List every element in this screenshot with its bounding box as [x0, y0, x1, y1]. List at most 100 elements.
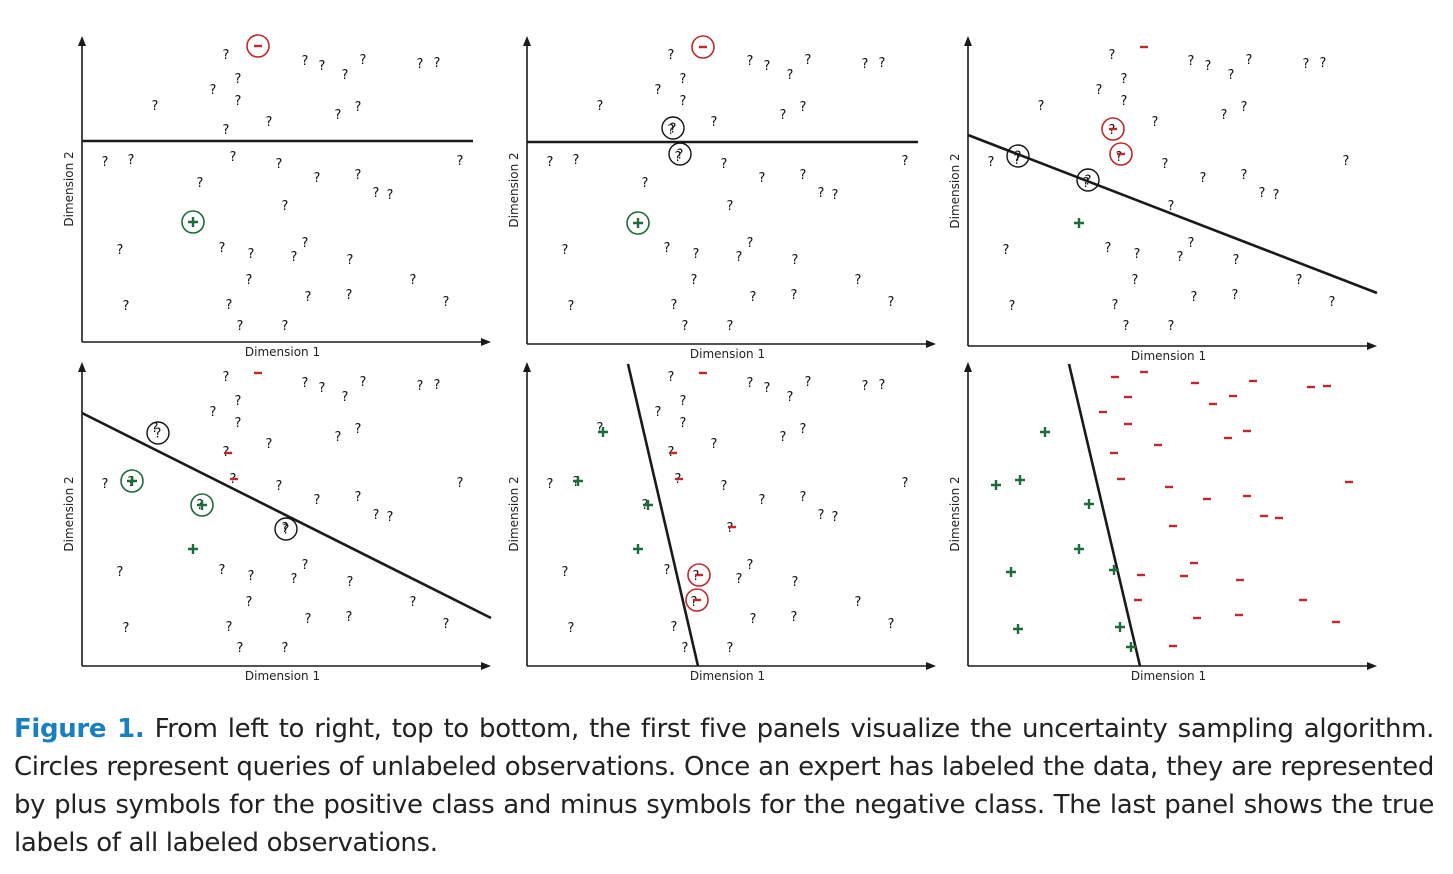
panel-2: Dimension 1 Dimension 2??????????????????…: [507, 35, 936, 361]
unlabeled-point: ?: [373, 186, 380, 201]
unlabeled-point: ?: [1329, 295, 1336, 310]
unlabeled-point: ?: [282, 641, 289, 656]
unlabeled-point: ?: [879, 378, 886, 393]
unlabeled-point: ?: [235, 416, 242, 431]
unlabeled-point: ?: [1083, 176, 1090, 191]
unlabeled-point: ?: [1320, 56, 1327, 71]
positive-point: [1040, 427, 1050, 437]
unlabeled-point: ?: [319, 59, 326, 74]
unlabeled-point: ?: [1200, 171, 1207, 186]
unlabeled-point: ?: [355, 168, 362, 183]
unlabeled-point: ?: [282, 199, 289, 214]
unlabeled-point: ?: [226, 620, 233, 635]
unlabeled-point: ?: [805, 53, 812, 68]
unlabeled-point: ?: [237, 641, 244, 656]
unlabeled-point: ?: [597, 99, 604, 114]
unlabeled-point: ?: [792, 575, 799, 590]
panel-3: Dimension 1 Dimension 2??????????????????…: [948, 36, 1378, 363]
unlabeled-point: ?: [314, 493, 321, 508]
unlabeled-point: ?: [305, 290, 312, 305]
unlabeled-point: ?: [457, 476, 464, 491]
unlabeled-point: ?: [664, 563, 671, 578]
query-circle: [668, 142, 692, 166]
unlabeled-point: ?: [855, 595, 862, 610]
panel-6: Dimension 1 Dimension 2: [948, 362, 1377, 683]
query-circle: [1101, 117, 1125, 141]
unlabeled-point: ?: [747, 236, 754, 251]
query-circle: [661, 116, 685, 140]
unlabeled-point: ?: [246, 595, 253, 610]
unlabeled-point: ?: [1241, 100, 1248, 115]
unlabeled-point: ?: [1096, 83, 1103, 98]
positive-point: [1074, 218, 1084, 228]
unlabeled-point: ?: [117, 243, 124, 258]
unlabeled-point: ?: [562, 565, 569, 580]
unlabeled-point: ?: [1105, 241, 1112, 256]
unlabeled-point: ?: [434, 56, 441, 71]
y-axis-label: Dimension 2: [948, 153, 962, 228]
unlabeled-point: ?: [888, 617, 895, 632]
unlabeled-point: ?: [568, 299, 575, 314]
panel-5: Dimension 1 Dimension 2??????????????????…: [507, 362, 936, 683]
unlabeled-point: ?: [1303, 57, 1310, 72]
y-axis-label: Dimension 2: [507, 152, 521, 227]
unlabeled-point: ?: [223, 123, 230, 138]
queried-point: ?: [1085, 174, 1092, 189]
figure-caption: Figure 1. From left to right, top to bot…: [14, 710, 1434, 862]
unlabeled-point: ?: [235, 394, 242, 409]
unlabeled-point: ?: [682, 319, 689, 334]
positive-point: [1126, 642, 1136, 652]
unlabeled-point: ?: [230, 150, 237, 165]
unlabeled-point: ?: [642, 176, 649, 191]
unlabeled-point: ?: [342, 68, 349, 83]
unlabeled-point: ?: [355, 100, 362, 115]
unlabeled-point: ?: [248, 569, 255, 584]
unlabeled-point: ?: [573, 153, 580, 168]
unlabeled-point: ?: [360, 375, 367, 390]
unlabeled-point: ?: [302, 376, 309, 391]
unlabeled-point: ?: [410, 273, 417, 288]
unlabeled-point: ?: [248, 247, 255, 262]
unlabeled-point: ?: [691, 595, 698, 610]
positive-point: [188, 544, 198, 554]
unlabeled-point: ?: [1162, 157, 1169, 172]
y-axis-label: Dimension 2: [948, 476, 962, 551]
unlabeled-point: ?: [197, 176, 204, 191]
unlabeled-point: ?: [235, 72, 242, 87]
panel-1: Dimension 1 Dimension 2??????????????????…: [62, 34, 491, 359]
unlabeled-point: ?: [727, 199, 734, 214]
x-axis-arrowhead: [481, 338, 491, 346]
unlabeled-point: ?: [410, 595, 417, 610]
unlabeled-point: ?: [342, 390, 349, 405]
unlabeled-point: ?: [1296, 273, 1303, 288]
unlabeled-point: ?: [1273, 188, 1280, 203]
query-circle: [246, 34, 270, 58]
unlabeled-point: ?: [759, 493, 766, 508]
unlabeled-point: ?: [832, 188, 839, 203]
unlabeled-point: ?: [319, 381, 326, 396]
unlabeled-point: ?: [246, 273, 253, 288]
unlabeled-point: ?: [305, 612, 312, 627]
query-circle: [691, 35, 715, 59]
unlabeled-point: ?: [102, 155, 109, 170]
y-axis-arrowhead: [78, 36, 86, 46]
unlabeled-point: ?: [1121, 94, 1128, 109]
unlabeled-point: ?: [1009, 299, 1016, 314]
y-axis-label: Dimension 2: [507, 476, 521, 551]
unlabeled-point: ?: [291, 572, 298, 587]
unlabeled-point: ?: [1228, 68, 1235, 83]
unlabeled-point: ?: [800, 100, 807, 115]
unlabeled-point: ?: [360, 53, 367, 68]
unlabeled-point: ?: [727, 319, 734, 334]
unlabeled-point: ?: [800, 422, 807, 437]
queried-point: ?: [670, 122, 677, 137]
x-axis-label: Dimension 1: [245, 345, 320, 359]
unlabeled-point: ?: [818, 508, 825, 523]
unlabeled-point: ?: [123, 299, 130, 314]
x-axis-arrowhead: [926, 340, 936, 348]
unlabeled-point: ?: [457, 154, 464, 169]
unlabeled-point: ?: [664, 241, 671, 256]
x-axis-arrowhead: [926, 662, 936, 670]
unlabeled-point: ?: [1343, 154, 1350, 169]
unlabeled-point: ?: [862, 57, 869, 72]
